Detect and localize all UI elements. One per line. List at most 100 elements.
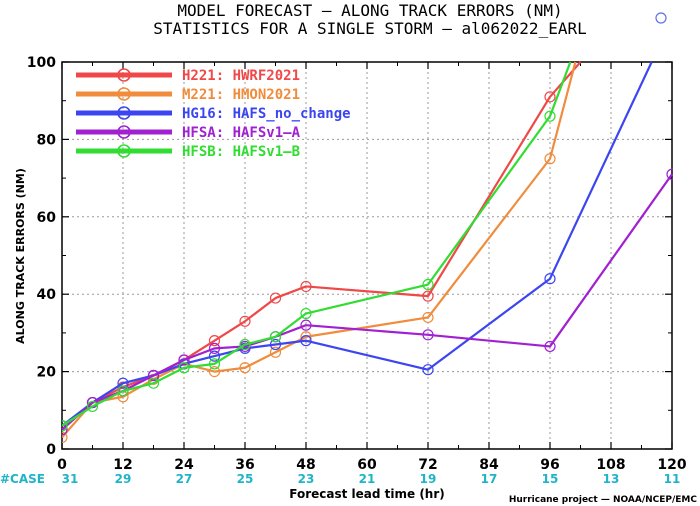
data-point <box>178 354 190 366</box>
legend-label: M221: HMON2021 <box>182 87 300 103</box>
y-tick-label: 20 <box>37 365 57 381</box>
tick-marks <box>61 61 673 450</box>
legend-entry: HFSA: HAFSv1—A <box>76 125 301 141</box>
x-tick-labels: 0 12 24 36 48 60 72 84 96 108 120 <box>57 457 687 473</box>
data-point <box>422 311 434 324</box>
data-point <box>62 420 68 432</box>
data-point <box>147 377 160 389</box>
legend: H221: HWRF2021 M221: HMON2021 HG16: HAFS_n… <box>76 68 351 160</box>
y-tick-label: 0 <box>46 442 56 458</box>
case-count: 31 <box>62 472 79 486</box>
y-tick-label: 60 <box>37 210 57 226</box>
series-line <box>62 61 572 427</box>
data-point <box>208 342 221 354</box>
case-count: 15 <box>542 472 559 486</box>
data-point <box>422 290 434 302</box>
data-point <box>422 278 434 291</box>
data-point <box>62 424 68 436</box>
y-tick-labels: 0 20 40 60 80 100 <box>27 55 56 458</box>
legend-label: HFSB: HAFSv1—B <box>182 144 300 160</box>
case-count: 23 <box>298 472 315 486</box>
x-tick-label: 12 <box>113 457 132 473</box>
series-layer <box>62 61 673 443</box>
x-tick-label: 48 <box>296 457 315 473</box>
data-point <box>422 329 434 341</box>
credit-text: Hurricane project — NOAA/NCEP/EMC <box>509 495 698 505</box>
legend-label: HG16: HAFS_no_change <box>182 106 351 122</box>
data-point <box>147 369 160 382</box>
series-4 <box>62 61 572 432</box>
legend-entry: H221: HWRF2021 <box>76 68 300 84</box>
y-tick-label: 80 <box>37 132 57 148</box>
data-point <box>239 362 251 374</box>
series-2 <box>62 61 653 432</box>
case-count: 21 <box>359 472 376 486</box>
data-point <box>666 168 673 180</box>
y-axis-label: ALONG TRACK ERRORS (NM) <box>14 168 27 344</box>
plot-frame <box>61 61 673 450</box>
chart-title-line2: STATISTICS FOR A SINGLE STORM — al062022… <box>153 19 586 38</box>
data-point <box>178 362 190 374</box>
legend-marker <box>117 87 131 101</box>
data-point <box>300 319 312 331</box>
data-point <box>300 307 312 320</box>
x-tick-label: 0 <box>57 457 67 473</box>
case-count: 25 <box>237 472 254 486</box>
data-point <box>422 364 434 376</box>
case-count: 17 <box>481 472 498 486</box>
case-counts: 31 29 27 25 23 21 19 17 15 13 11 <box>62 472 681 486</box>
legend-marker <box>117 106 131 120</box>
data-point <box>300 280 312 293</box>
legend-marker <box>117 68 131 82</box>
x-tick-label: 24 <box>174 457 194 473</box>
data-point <box>62 431 68 443</box>
case-count: 11 <box>664 472 681 486</box>
corner-marker-icon <box>655 12 667 24</box>
data-point <box>269 331 282 343</box>
legend-entry: HFSB: HAFSv1—B <box>76 144 300 160</box>
series-line <box>62 61 653 427</box>
legend-label: H221: HWRF2021 <box>182 68 300 84</box>
x-tick-label: 96 <box>540 457 559 473</box>
data-point <box>239 315 251 327</box>
case-count: 13 <box>603 472 620 486</box>
data-point <box>117 385 129 397</box>
x-tick-label: 72 <box>418 457 437 473</box>
data-point <box>239 338 251 351</box>
x-tick-label: 108 <box>596 457 625 473</box>
data-point <box>544 110 556 122</box>
x-tick-label: 60 <box>357 457 377 473</box>
data-point <box>269 292 282 304</box>
case-count: 19 <box>420 472 437 486</box>
legend-marker <box>117 144 131 158</box>
data-point <box>300 335 312 347</box>
legend-marker <box>117 125 131 139</box>
x-axis-label: Forecast lead time (hr) <box>289 487 445 501</box>
legend-entry: HG16: HAFS_no_change <box>76 106 351 122</box>
case-label: #CASE <box>0 472 45 486</box>
x-tick-label: 120 <box>657 457 686 473</box>
series-3 <box>62 168 673 436</box>
y-tick-label: 100 <box>27 55 56 71</box>
y-tick-label: 40 <box>37 287 57 303</box>
data-point <box>208 366 221 378</box>
legend-label: HFSA: HAFSv1—A <box>182 125 301 141</box>
data-point <box>86 400 99 413</box>
data-point <box>208 335 221 347</box>
case-count: 29 <box>115 472 132 486</box>
data-point <box>544 340 556 353</box>
data-point <box>208 350 221 362</box>
chart-title-line1: MODEL FORECAST — ALONG TRACK ERRORS (NM) <box>177 1 562 20</box>
grid-lines <box>62 62 672 449</box>
x-tick-label: 84 <box>479 457 499 473</box>
data-point <box>544 91 556 103</box>
data-point <box>269 346 282 358</box>
data-point <box>544 273 556 285</box>
data-point <box>269 338 282 351</box>
case-count: 27 <box>176 472 193 486</box>
x-tick-label: 36 <box>235 457 254 473</box>
data-point <box>208 358 221 370</box>
data-point <box>117 377 129 389</box>
legend-entry: M221: HMON2021 <box>76 87 300 103</box>
